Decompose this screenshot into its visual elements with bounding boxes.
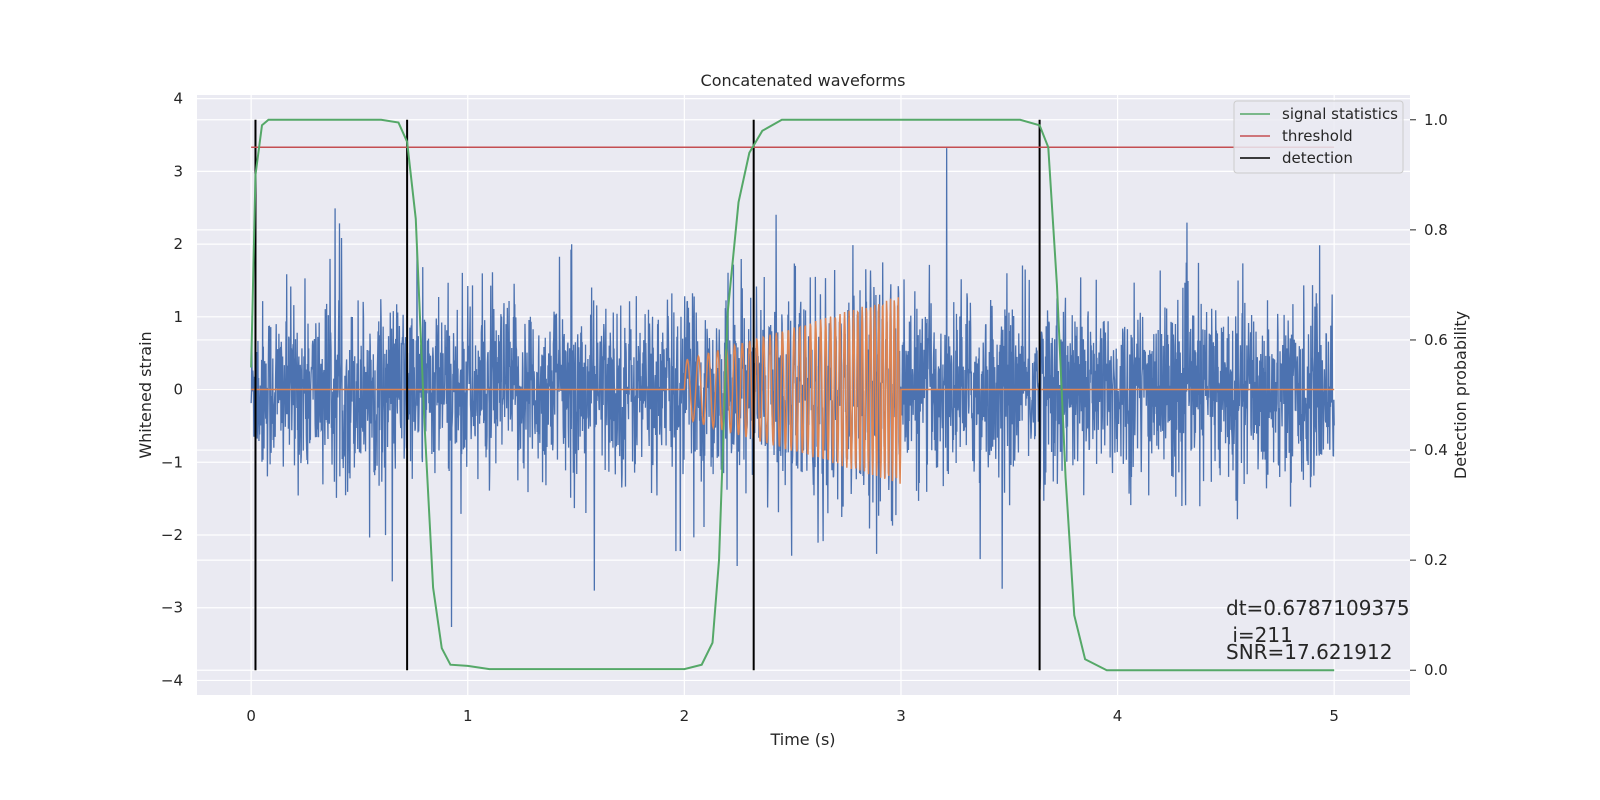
legend-box [1233, 100, 1404, 174]
strain-series-line [250, 148, 1335, 627]
legend-label-detection: detection [1282, 149, 1353, 167]
y2-tick-label: 0.6 [1424, 331, 1448, 349]
y-axis-label: Whitened strain [136, 331, 155, 458]
y2-tick-label: 0.8 [1424, 221, 1448, 239]
x-tick-label: 5 [1329, 707, 1339, 725]
y-tick-label: 4 [173, 90, 183, 108]
y-tick-label: 1 [173, 308, 183, 326]
x-tick-label: 1 [463, 707, 473, 725]
detection-lines [254, 119, 1041, 671]
y-tick-label: 2 [173, 235, 183, 253]
x-tick-label: 2 [680, 707, 690, 725]
annotation-index: i=211 [1226, 623, 1293, 647]
y2-tick-label: 0.4 [1424, 441, 1448, 459]
y-tick-label: 3 [173, 162, 183, 180]
x-tick-label: 4 [1113, 707, 1123, 725]
axis-ticks: 0 1 2 3 4 5 −4 −3 −2 −1 0 1 2 3 4 0.0 0.2 0.4 0.6 0.8 1.0 [161, 90, 1448, 725]
x-axis-label: Time (s) [769, 730, 835, 749]
y-tick-label: 0 [173, 381, 183, 399]
y2-tick-label: 1.0 [1424, 111, 1448, 129]
y-tick-label: −1 [161, 453, 183, 471]
legend: signal statistics threshold detection [1233, 100, 1404, 174]
annotation-block: dt=0.6787109375 i=211 SNR=17.621912 [1226, 596, 1410, 664]
signal-statistics-line [250, 118, 1335, 672]
chart-title: Concatenated waveforms [701, 71, 906, 90]
y-tick-label: −4 [161, 671, 183, 689]
y2-axis-label: Detection probability [1451, 311, 1470, 479]
annotation-dt: dt=0.6787109375 [1226, 596, 1410, 620]
injected-waveform-line [251, 297, 1335, 484]
y2-tick-label: 0.0 [1424, 661, 1448, 679]
x-tick-label: 3 [896, 707, 906, 725]
x-tick-label: 0 [246, 707, 256, 725]
legend-label-signal-statistics: signal statistics [1282, 105, 1398, 123]
annotation-snr: SNR=17.621912 [1226, 640, 1392, 664]
series-layer [250, 118, 1335, 672]
y2-tick-label: 0.2 [1424, 551, 1448, 569]
legend-label-threshold: threshold [1282, 127, 1353, 145]
y-tick-label: −2 [161, 526, 183, 544]
y-tick-label: −3 [161, 599, 183, 617]
